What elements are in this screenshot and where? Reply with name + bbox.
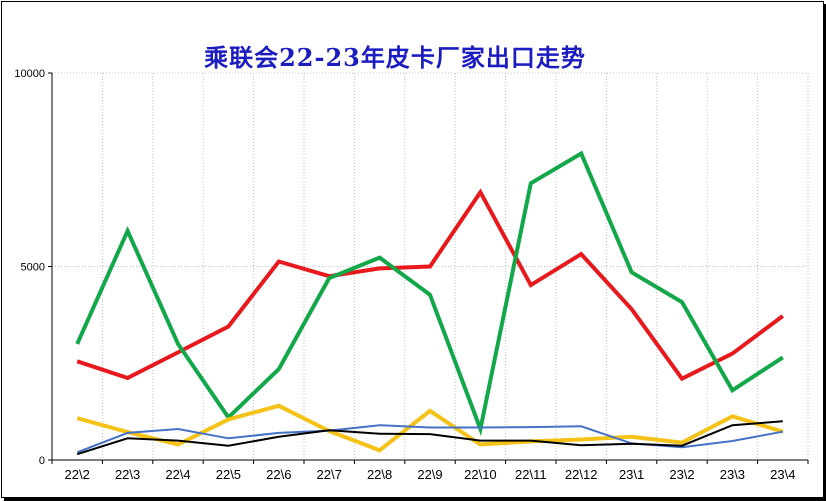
data-point xyxy=(379,424,381,426)
data-point xyxy=(631,443,633,445)
data-point xyxy=(530,284,532,286)
data-point xyxy=(731,415,733,417)
data-point xyxy=(530,440,532,442)
data-point xyxy=(429,294,431,296)
data-point xyxy=(429,266,431,268)
data-point xyxy=(681,301,683,303)
data-point xyxy=(782,315,784,317)
x-tick-label: 23\4 xyxy=(770,467,795,482)
data-point xyxy=(580,425,582,427)
y-tick-label: 5000 xyxy=(21,262,45,274)
x-tick-label: 22\3 xyxy=(115,467,140,482)
data-point xyxy=(580,152,582,154)
data-point xyxy=(429,410,431,412)
data-point xyxy=(580,253,582,255)
x-tick-label: 22\11 xyxy=(515,467,547,482)
series-line xyxy=(76,188,784,382)
data-point xyxy=(530,426,532,428)
data-point xyxy=(782,431,784,433)
data-point xyxy=(782,356,784,358)
data-point xyxy=(328,429,330,431)
data-point xyxy=(379,433,381,435)
data-point xyxy=(278,405,280,407)
data-point xyxy=(227,445,229,447)
data-point xyxy=(631,436,633,438)
data-point xyxy=(278,436,280,438)
data-point xyxy=(782,420,784,422)
data-point xyxy=(530,182,532,184)
data-point xyxy=(429,426,431,428)
data-point xyxy=(76,343,78,345)
y-tick-label: 10000 xyxy=(14,68,45,80)
data-point xyxy=(681,442,683,444)
data-point xyxy=(631,308,633,310)
x-tick-label: 22\2 xyxy=(65,467,90,482)
data-point xyxy=(177,428,179,430)
data-point xyxy=(379,257,381,259)
data-point xyxy=(227,325,229,327)
series-line xyxy=(75,150,784,437)
x-tick-label: 23\1 xyxy=(619,467,644,482)
data-point xyxy=(227,437,229,439)
x-tick-label: 22\9 xyxy=(417,467,442,482)
data-point xyxy=(328,277,330,279)
x-tick-label: 22\6 xyxy=(266,467,291,482)
data-point xyxy=(479,426,481,428)
data-point xyxy=(731,440,733,442)
x-tick-label: 22\7 xyxy=(317,467,342,482)
x-tick-label: 22\10 xyxy=(464,467,497,482)
chart-title: 乘联会22-23年皮卡厂家出口走势 xyxy=(204,43,586,72)
data-point xyxy=(479,440,481,442)
data-point xyxy=(731,424,733,426)
data-point xyxy=(580,444,582,446)
data-point xyxy=(731,389,733,391)
y-tick-label: 0 xyxy=(39,455,45,467)
data-point xyxy=(429,433,431,435)
data-point xyxy=(227,418,229,420)
data-point xyxy=(631,271,633,273)
data-point xyxy=(127,437,129,439)
data-point xyxy=(127,230,129,232)
data-point xyxy=(177,444,179,446)
data-point xyxy=(479,444,481,446)
data-point xyxy=(379,449,381,451)
x-tick-label: 22\4 xyxy=(165,467,190,482)
data-point xyxy=(681,378,683,380)
x-tick-label: 22\5 xyxy=(216,467,241,482)
data-point xyxy=(681,445,683,447)
data-point xyxy=(479,191,481,193)
data-point xyxy=(278,260,280,262)
data-point xyxy=(580,438,582,440)
x-tick-label: 22\8 xyxy=(367,467,392,482)
data-point xyxy=(379,267,381,269)
data-point xyxy=(278,432,280,434)
data-point xyxy=(177,351,179,353)
data-point xyxy=(76,360,78,362)
data-point xyxy=(76,417,78,419)
series-line xyxy=(76,403,784,453)
series-line xyxy=(76,420,783,456)
data-point xyxy=(177,343,179,345)
data-point xyxy=(278,368,280,370)
x-tick-label: 22\12 xyxy=(565,467,598,482)
x-tick-label: 23\2 xyxy=(669,467,694,482)
data-point xyxy=(76,453,78,455)
x-tick-label: 23\3 xyxy=(720,467,745,482)
data-point xyxy=(127,432,129,434)
data-point xyxy=(127,377,129,379)
series-line xyxy=(76,424,783,454)
data-point xyxy=(177,440,179,442)
data-point xyxy=(731,353,733,355)
